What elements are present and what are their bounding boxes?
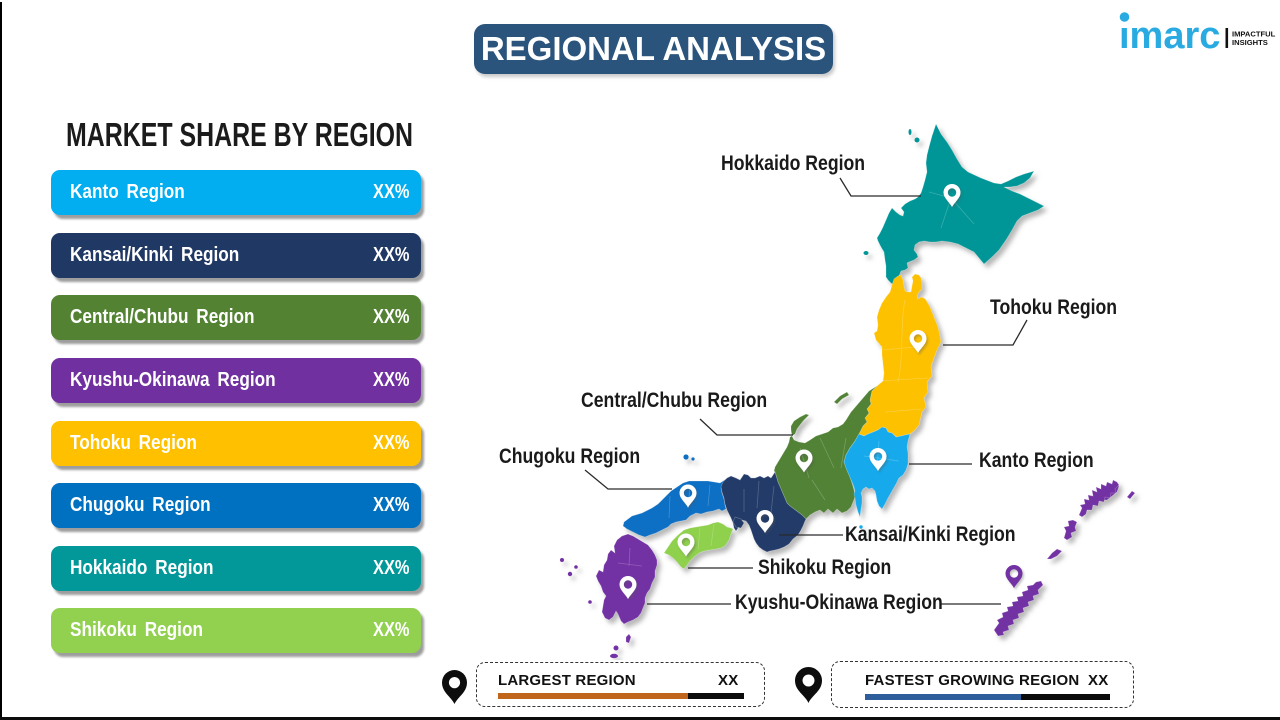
svg-text:ımarc: ımarc xyxy=(1119,15,1220,56)
svg-text:IMPACTFUL: IMPACTFUL xyxy=(1232,30,1276,39)
svg-text:INSIGHTS: INSIGHTS xyxy=(1232,38,1268,47)
